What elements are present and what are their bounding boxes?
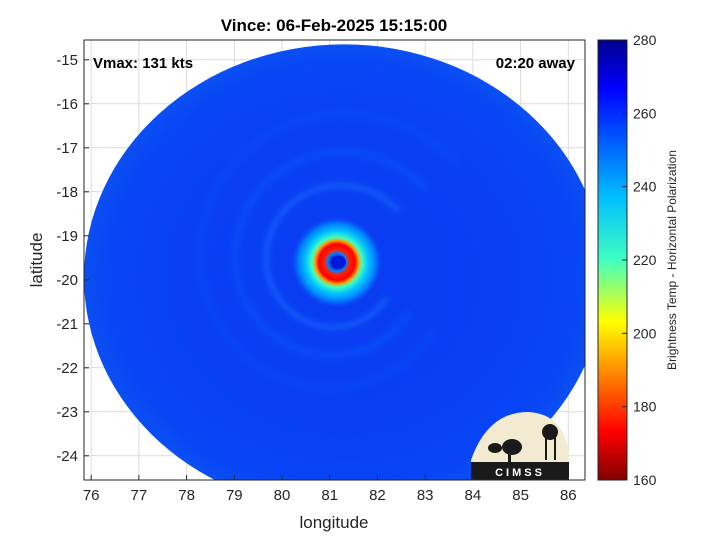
y-tick-label: -16 (56, 96, 78, 113)
x-tick-label: 81 (321, 487, 338, 504)
x-tick-label: 80 (274, 487, 291, 504)
x-tick-label: 82 (369, 487, 386, 504)
colorbar-tick-label: 260 (633, 105, 657, 121)
x-ticks: 76 77 78 79 80 81 82 83 84 85 86 (83, 475, 577, 504)
x-tick-label: 84 (465, 487, 482, 504)
x-tick-label: 78 (178, 487, 195, 504)
y-tick-label: -20 (56, 272, 78, 289)
y-tick-label: -21 (56, 316, 78, 333)
chart-title: Vince: 06-Feb-2025 15:15:00 (221, 16, 447, 35)
x-tick-label: 76 (83, 487, 100, 504)
colorbar-tick-label: 180 (633, 399, 657, 415)
axes-frame (83, 39, 586, 481)
colorbar-tick-label: 220 (633, 252, 657, 268)
y-axis-label: latitude (27, 233, 46, 288)
x-tick-label: 77 (131, 487, 148, 504)
colorbar-tick-label: 240 (633, 179, 657, 195)
colorbar-label: Brightness Temp - Horizontal Polarizatio… (665, 150, 679, 370)
y-tick-label: -23 (56, 404, 78, 421)
x-axis-label: longitude (299, 513, 368, 532)
rainband (194, 108, 461, 393)
x-tick-label: 79 (226, 487, 243, 504)
x-tick-label: 85 (512, 487, 529, 504)
rainband (231, 147, 429, 360)
colorbar-tick-label: 160 (633, 472, 657, 488)
y-ticks: -15 -16 -17 -18 -19 -20 -21 -22 -23 -24 (56, 52, 89, 465)
vmax-annotation: Vmax: 131 kts (93, 55, 193, 72)
colorbar-tick-label: 280 (633, 32, 657, 48)
y-tick-label: -19 (56, 228, 78, 245)
y-tick-label: -17 (56, 140, 78, 157)
x-tick-label: 83 (417, 487, 434, 504)
rainband (263, 182, 402, 331)
time-away-annotation: 02:20 away (496, 55, 576, 72)
cimss-logo: CIMSS (471, 412, 569, 480)
y-tick-label: -18 (56, 184, 78, 201)
rainband-structure (194, 108, 461, 393)
storm-eye (332, 255, 346, 269)
colorbar-tick-label: 200 (633, 325, 657, 341)
y-tick-label: -24 (56, 448, 78, 465)
y-tick-label: -15 (56, 52, 78, 69)
y-tick-label: -22 (56, 360, 78, 377)
logo-text: CIMSS (495, 467, 545, 479)
colorbar-ticks: 280 260 240 220 200 180 160 (622, 32, 657, 488)
x-tick-label: 86 (560, 487, 577, 504)
